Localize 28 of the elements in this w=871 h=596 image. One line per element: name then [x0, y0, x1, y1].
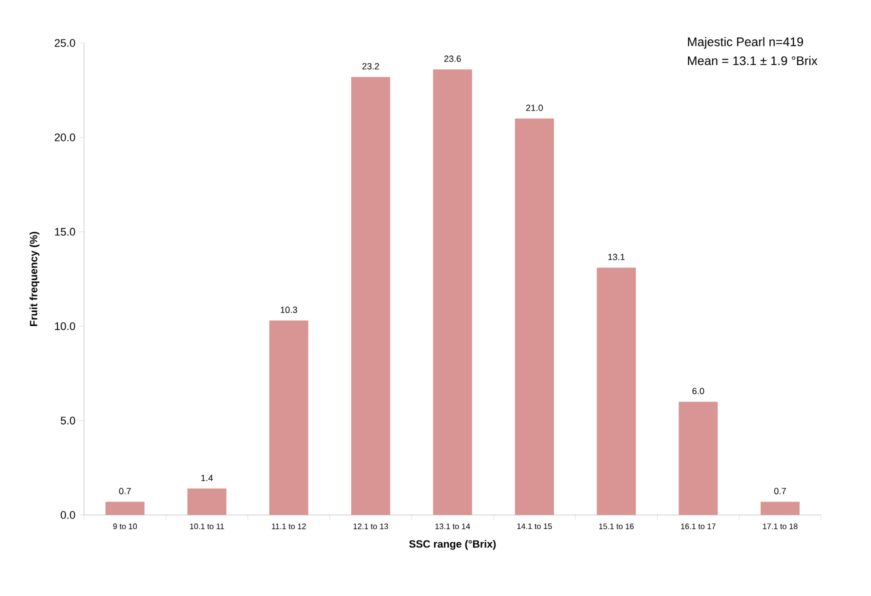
- bar: [269, 320, 308, 515]
- data-label: 0.7: [774, 488, 786, 494]
- data-label: 10.3: [280, 306, 298, 314]
- data-label: 21.0: [526, 104, 543, 111]
- annotation: Majestic Pearl n=419: [688, 37, 804, 49]
- data-label: 23.2: [362, 63, 379, 70]
- y-tick-label: 5.0: [60, 416, 76, 424]
- bar: [596, 268, 636, 515]
- bar: [106, 502, 145, 515]
- bar: [760, 502, 800, 515]
- y-tick-label: 20.0: [54, 134, 76, 142]
- data-label: 0.7: [119, 488, 131, 494]
- data-label: 13.1: [608, 254, 625, 260]
- y-tick-label: 25.0: [54, 39, 76, 47]
- annotation: Mean = 13.1 ± 1.9 °Brix: [688, 56, 818, 66]
- y-axis-title: Fruit frequency (%): [30, 232, 40, 326]
- y-tick-label: 0.0: [60, 511, 76, 519]
- y-tick-label: 15.0: [55, 228, 76, 236]
- bar: [678, 402, 718, 515]
- y-tick-label: 10.0: [55, 322, 76, 330]
- bar: [187, 488, 226, 515]
- data-label: 1.4: [201, 474, 213, 482]
- data-label: 6.0: [692, 388, 704, 394]
- bar: [433, 69, 472, 515]
- data-label: 23.6: [444, 56, 461, 62]
- bar: [514, 118, 554, 515]
- bar: [351, 76, 390, 515]
- x-axis-title: SSC range (°Brix): [409, 540, 496, 550]
